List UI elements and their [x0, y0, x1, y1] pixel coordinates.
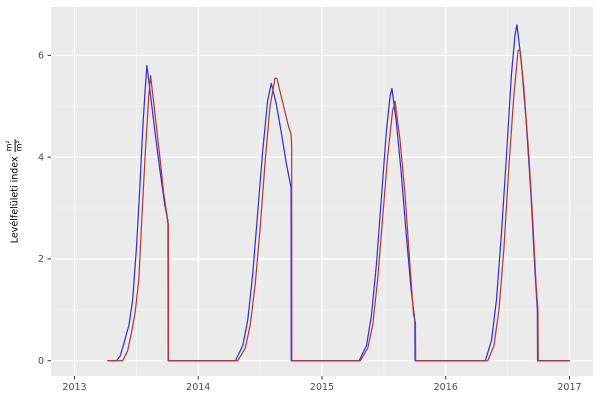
x-tick-label: 2013: [62, 382, 86, 393]
blue-line-series: [107, 24, 571, 362]
x-tick-label: 2016: [434, 382, 458, 393]
y-tick-label: 0: [38, 356, 44, 367]
x-tick-label: 2015: [310, 382, 334, 393]
x-tick-label: 2014: [186, 382, 210, 393]
red-line-series: [107, 49, 571, 362]
y-tick-label: 6: [38, 51, 44, 62]
y-tick-label: 2: [38, 254, 44, 265]
x-tick-label: 2017: [557, 382, 581, 393]
y-tick-label: 4: [38, 152, 44, 163]
